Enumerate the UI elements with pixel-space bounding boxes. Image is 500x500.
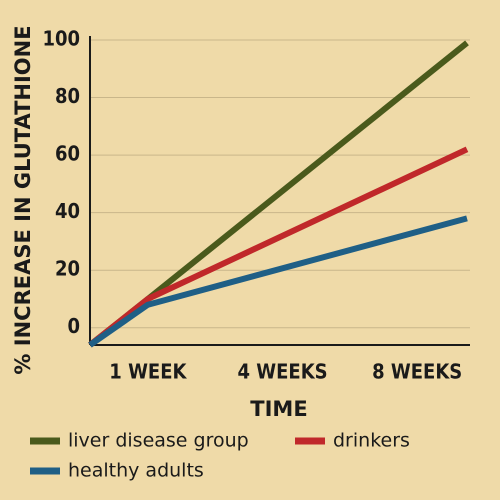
y-tick-label: 40 <box>55 199 80 223</box>
x-tick-label: 4 WEEKS <box>237 360 327 384</box>
y-tick-label: 100 <box>42 27 80 51</box>
data-line <box>88 215 468 348</box>
x-tick-label: 1 WEEK <box>109 360 187 384</box>
y-tick-label: 60 <box>55 142 80 166</box>
legend-label: drinkers <box>333 430 410 452</box>
y-tick-label: 80 <box>55 84 80 108</box>
y-tick-label: 20 <box>55 257 80 281</box>
x-tick-label: 8 WEEKS <box>372 360 462 384</box>
y-tick-label: 0 <box>67 314 80 338</box>
y-axis-title: % INCREASE IN GLUTATHIONE <box>11 25 35 374</box>
legend-label: liver disease group <box>68 430 249 452</box>
x-axis-title: TIME <box>250 397 307 421</box>
legend-label: healthy adults <box>68 460 204 482</box>
